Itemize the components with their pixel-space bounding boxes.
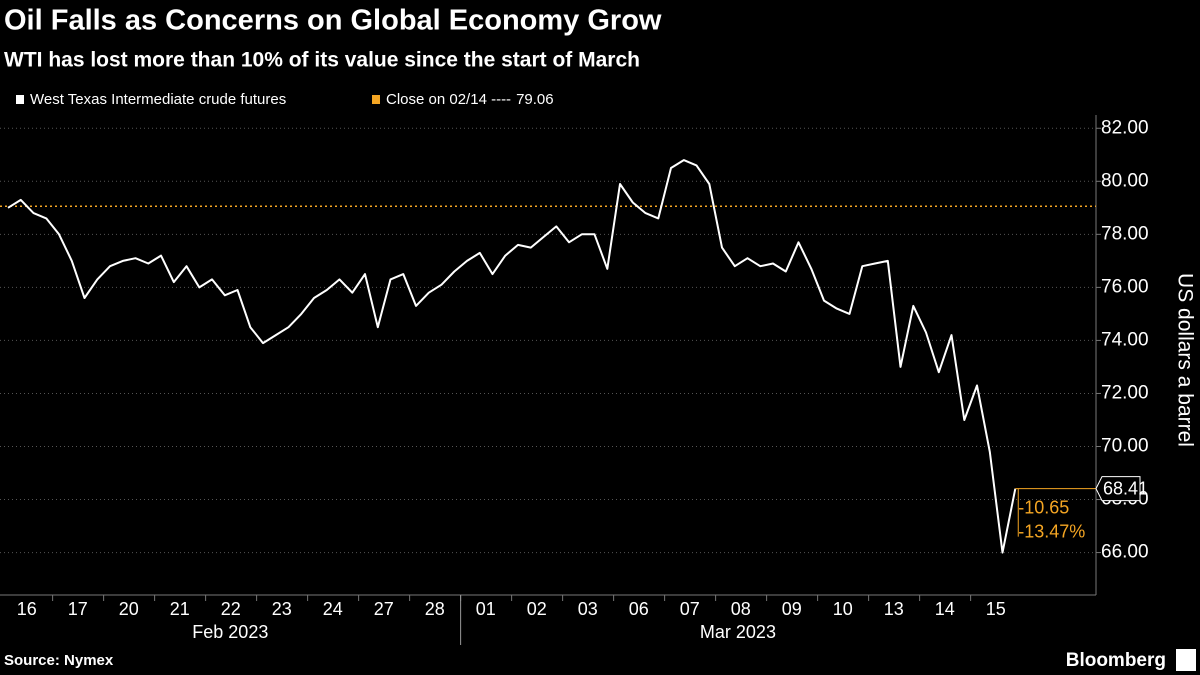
x-tick-label: 15 bbox=[986, 599, 1006, 619]
y-tick-label: 74.00 bbox=[1101, 329, 1149, 350]
y-tick-label: 70.00 bbox=[1101, 436, 1149, 457]
legend-label: West Texas Intermediate crude futures bbox=[30, 91, 286, 108]
y-axis-label: US dollars a barrel bbox=[1173, 273, 1196, 447]
legend-value: 79.06 bbox=[516, 91, 554, 108]
x-tick-label: 27 bbox=[374, 599, 394, 619]
y-tick-label: 82.00 bbox=[1101, 117, 1149, 138]
x-tick-label: 10 bbox=[833, 599, 853, 619]
x-tick-label: 14 bbox=[935, 599, 955, 619]
line bbox=[7, 159, 1017, 554]
x-tick-label: 06 bbox=[629, 599, 649, 619]
legend-swatch bbox=[372, 95, 380, 104]
y-tick-label: 72.00 bbox=[1101, 382, 1149, 403]
y-tick-label: 76.00 bbox=[1101, 276, 1149, 297]
legend-label: Close on 02/14 ---- bbox=[386, 91, 511, 108]
chart-title: Oil Falls as Concerns on Global Economy … bbox=[4, 5, 662, 37]
y-tick-label: 78.00 bbox=[1101, 223, 1149, 244]
x-tick-label: 07 bbox=[680, 599, 700, 619]
brand-icon bbox=[1176, 649, 1196, 671]
x-group-label: Feb 2023 bbox=[192, 622, 268, 642]
x-tick-label: 08 bbox=[731, 599, 751, 619]
x-tick-label: 17 bbox=[68, 599, 88, 619]
chart-subtitle: WTI has lost more than 10% of its value … bbox=[4, 49, 640, 72]
end-label-box bbox=[1095, 476, 1141, 502]
y-tick-label: 80.00 bbox=[1101, 170, 1149, 191]
x-group-label: Mar 2023 bbox=[700, 622, 776, 642]
change-label: -10.65 bbox=[1018, 497, 1069, 517]
x-tick-label: 13 bbox=[884, 599, 904, 619]
x-tick-label: 16 bbox=[17, 599, 37, 619]
brand: Bloomberg bbox=[1066, 650, 1166, 671]
x-tick-label: 23 bbox=[272, 599, 292, 619]
x-tick-label: 28 bbox=[425, 599, 445, 619]
x-tick-label: 24 bbox=[323, 599, 343, 619]
source: Source: Nymex bbox=[4, 652, 114, 669]
x-tick-label: 03 bbox=[578, 599, 598, 619]
y-tick-label: 66.00 bbox=[1101, 542, 1149, 563]
change-label: -13.47% bbox=[1018, 521, 1085, 541]
legend-swatch bbox=[16, 95, 24, 104]
x-tick-label: 21 bbox=[170, 599, 190, 619]
x-tick-label: 09 bbox=[782, 599, 802, 619]
x-tick-label: 20 bbox=[119, 599, 139, 619]
x-tick-label: 22 bbox=[221, 599, 241, 619]
end-value-label: 68.41 bbox=[1103, 478, 1148, 498]
x-tick-label: 01 bbox=[476, 599, 496, 619]
x-tick-label: 02 bbox=[527, 599, 547, 619]
